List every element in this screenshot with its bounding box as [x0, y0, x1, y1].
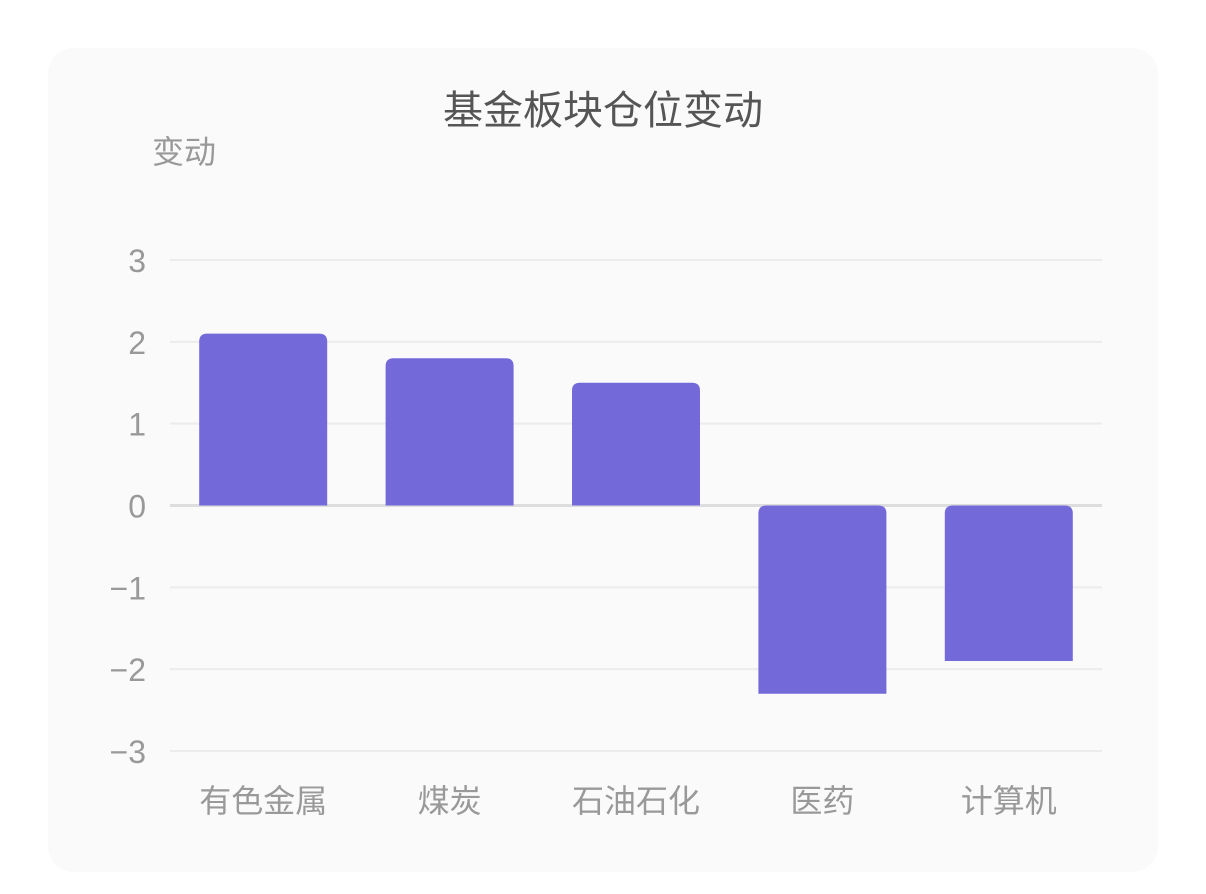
y-tick-label: 2 — [128, 325, 146, 361]
chart-title: 基金板块仓位变动 — [443, 89, 763, 133]
y-tick-label: −3 — [110, 734, 146, 770]
x-tick-label: 石油石化 — [572, 783, 700, 819]
x-tick-label: 煤炭 — [418, 783, 482, 819]
x-tick-label: 有色金属 — [199, 783, 327, 819]
bar-有色金属 — [199, 333, 328, 506]
y-tick-label: 0 — [128, 489, 146, 525]
y-axis-label: 变动 — [152, 134, 216, 170]
bar-煤炭 — [385, 358, 514, 506]
bar-医药 — [758, 505, 887, 694]
y-tick-label: 3 — [128, 243, 146, 279]
y-tick-label: 1 — [128, 407, 146, 443]
bar-计算机 — [944, 505, 1073, 661]
bar-石油石化 — [572, 382, 700, 506]
x-tick-label: 计算机 — [961, 783, 1057, 819]
x-tick-label: 医药 — [790, 783, 854, 819]
y-tick-label: −1 — [110, 570, 146, 606]
y-tick-label: −2 — [110, 652, 146, 688]
